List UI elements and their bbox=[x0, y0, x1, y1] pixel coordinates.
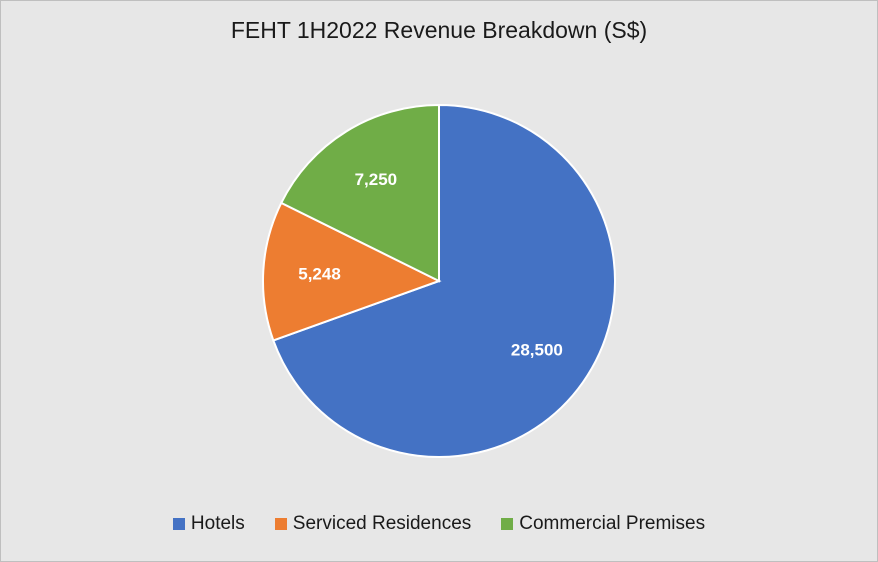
pie-slice-hotels bbox=[272, 103, 616, 458]
legend-item-serviced-residences: Serviced Residences bbox=[274, 513, 472, 535]
chart-title: FEHT 1H2022 Revenue Breakdown (S$) bbox=[230, 17, 648, 43]
pie-slice-commercial-premises bbox=[279, 103, 440, 283]
legend-label-serviced-residences: Serviced Residences bbox=[292, 513, 472, 534]
data-label-hotels: 28,500 bbox=[511, 340, 563, 359]
legend-swatch-serviced-residences bbox=[274, 518, 287, 530]
legend-swatch-commercial-premises bbox=[501, 518, 514, 530]
data-label-serviced-residences: 5,248 bbox=[298, 265, 341, 284]
legend-label-hotels: Hotels bbox=[190, 513, 245, 534]
legend-swatch-hotels bbox=[172, 518, 185, 530]
legend-item-commercial-premises: Commercial Premises bbox=[501, 513, 705, 535]
data-label-commercial-premises: 7,250 bbox=[355, 170, 398, 189]
pie-slice-serviced-residences bbox=[262, 201, 442, 342]
legend-label-commercial-premises: Commercial Premises bbox=[519, 513, 706, 534]
pie-chart: 28,500 5,248 7,250 bbox=[262, 103, 616, 458]
legend-item-hotels: Hotels bbox=[172, 513, 245, 535]
legend: Hotels Serviced Residences Commercial Pr… bbox=[1, 513, 877, 535]
